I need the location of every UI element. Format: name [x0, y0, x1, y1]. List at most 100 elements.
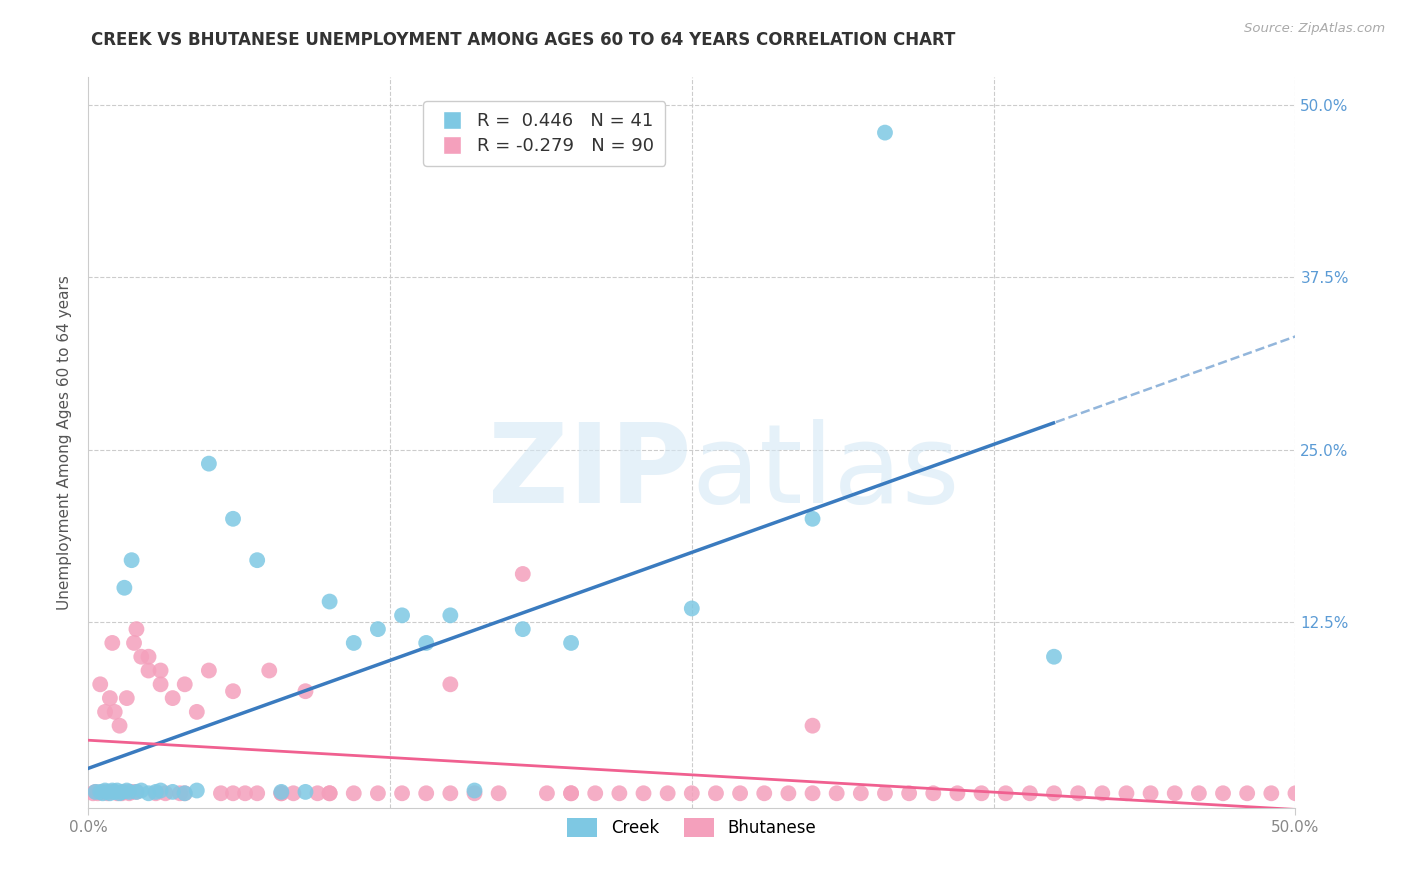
Point: [121, 553, 143, 567]
Point: [104, 705, 127, 719]
Point: [84, 785, 107, 799]
Point: [512, 566, 534, 581]
Point: [162, 785, 184, 799]
Point: [463, 783, 485, 797]
Point: [233, 786, 256, 800]
Point: [222, 684, 245, 698]
Point: [728, 786, 751, 800]
Point: [704, 786, 727, 800]
Point: [91, 786, 114, 800]
Point: [173, 677, 195, 691]
Point: [246, 553, 269, 567]
Point: [801, 719, 824, 733]
Point: [222, 786, 245, 800]
Point: [1043, 649, 1066, 664]
Point: [318, 786, 340, 800]
Point: [873, 126, 896, 140]
Text: CREEK VS BHUTANESE UNEMPLOYMENT AMONG AGES 60 TO 64 YEARS CORRELATION CHART: CREEK VS BHUTANESE UNEMPLOYMENT AMONG AG…: [91, 31, 956, 49]
Point: [246, 786, 269, 800]
Point: [343, 636, 366, 650]
Point: [149, 783, 172, 797]
Point: [609, 786, 631, 800]
Point: [1018, 786, 1040, 800]
Text: Source: ZipAtlas.com: Source: ZipAtlas.com: [1244, 22, 1385, 36]
Point: [463, 786, 485, 800]
Point: [307, 786, 329, 800]
Point: [138, 649, 160, 664]
Point: [294, 785, 316, 799]
Point: [1043, 786, 1066, 800]
Point: [560, 786, 582, 800]
Point: [82, 786, 104, 800]
Point: [138, 786, 160, 800]
Point: [101, 785, 124, 799]
Point: [118, 786, 141, 800]
Point: [96, 786, 118, 800]
Point: [970, 786, 993, 800]
Point: [560, 786, 582, 800]
Point: [84, 785, 107, 799]
Point: [318, 786, 340, 800]
Point: [343, 786, 366, 800]
Point: [583, 786, 606, 800]
Point: [222, 512, 245, 526]
Point: [149, 664, 172, 678]
Point: [101, 783, 124, 797]
Point: [94, 705, 117, 719]
Point: [873, 786, 896, 800]
Point: [198, 457, 221, 471]
Point: [108, 786, 131, 800]
Point: [105, 786, 128, 800]
Legend: Creek, Bhutanese: Creek, Bhutanese: [561, 812, 823, 844]
Point: [270, 786, 292, 800]
Point: [801, 512, 824, 526]
Point: [633, 786, 655, 800]
Point: [270, 785, 292, 799]
Point: [145, 785, 167, 799]
Point: [415, 786, 437, 800]
Point: [754, 786, 776, 800]
Point: [115, 783, 138, 797]
Point: [801, 786, 824, 800]
Text: atlas: atlas: [692, 418, 960, 525]
Point: [129, 649, 152, 664]
Point: [186, 783, 208, 797]
Point: [994, 786, 1017, 800]
Point: [391, 608, 413, 623]
Point: [1284, 786, 1306, 800]
Point: [155, 786, 177, 800]
Point: [125, 785, 148, 799]
Point: [104, 785, 127, 799]
Point: [108, 719, 131, 733]
Point: [169, 786, 191, 800]
Point: [922, 786, 945, 800]
Point: [98, 691, 121, 706]
Point: [111, 786, 134, 800]
Point: [112, 581, 135, 595]
Point: [112, 785, 135, 799]
Point: [91, 785, 114, 799]
Point: [1139, 786, 1161, 800]
Point: [96, 785, 118, 799]
Point: [439, 608, 461, 623]
Point: [121, 785, 143, 799]
Point: [946, 786, 969, 800]
Point: [89, 785, 111, 799]
Point: [367, 622, 389, 636]
Point: [186, 705, 208, 719]
Text: ZIP: ZIP: [488, 418, 692, 525]
Y-axis label: Unemployment Among Ages 60 to 64 years: Unemployment Among Ages 60 to 64 years: [58, 276, 72, 610]
Point: [173, 786, 195, 800]
Point: [89, 677, 111, 691]
Point: [125, 785, 148, 799]
Point: [209, 786, 232, 800]
Point: [129, 783, 152, 797]
Point: [1236, 786, 1258, 800]
Point: [898, 786, 921, 800]
Point: [1091, 786, 1114, 800]
Point: [1212, 786, 1234, 800]
Point: [439, 677, 461, 691]
Point: [257, 664, 280, 678]
Point: [1067, 786, 1090, 800]
Point: [439, 786, 461, 800]
